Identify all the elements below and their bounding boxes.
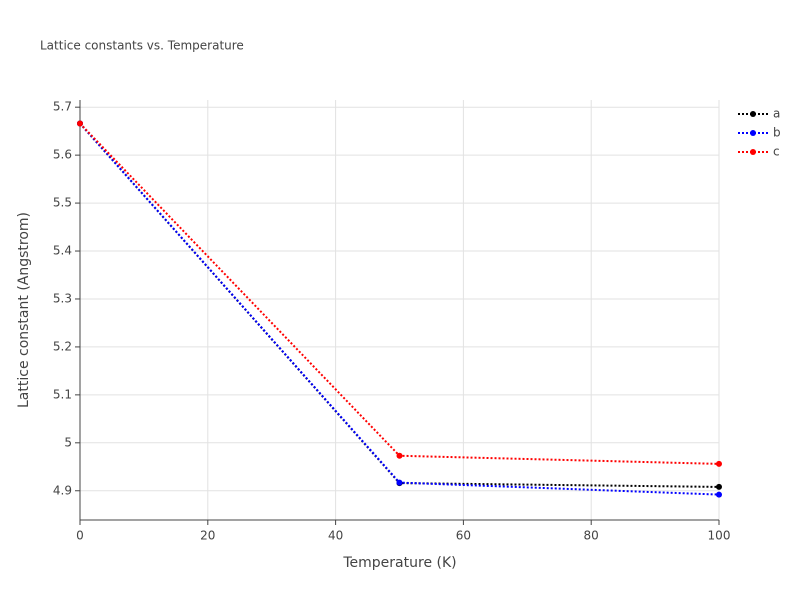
y-tick-label: 5.3 xyxy=(53,291,72,305)
legend-marker xyxy=(750,149,756,155)
y-tick-label: 5.5 xyxy=(53,196,72,210)
y-tick-label: 5.6 xyxy=(53,148,72,162)
x-tick-label: 60 xyxy=(456,529,471,543)
legend-marker xyxy=(750,130,756,136)
series-line xyxy=(79,122,720,465)
data-point xyxy=(396,452,403,459)
chart-title: Lattice constants vs. Temperature xyxy=(40,39,244,53)
data-point xyxy=(716,491,722,498)
legend-label: b xyxy=(773,126,781,140)
y-tick-label: 5 xyxy=(64,435,72,449)
legend-marker xyxy=(750,111,756,117)
legend-label: a xyxy=(773,107,780,121)
y-tick-label: 5.1 xyxy=(53,387,72,401)
series-line xyxy=(79,122,720,488)
x-tick-label: 20 xyxy=(200,529,215,543)
data-point xyxy=(716,483,722,490)
x-axis-title: Temperature (K) xyxy=(342,555,456,571)
y-tick-label: 5.7 xyxy=(53,100,72,114)
x-tick-label: 40 xyxy=(328,529,343,543)
legend-label: c xyxy=(773,145,780,159)
y-axis-title: Lattice constant (Angstrom) xyxy=(16,212,32,408)
data-point xyxy=(396,479,403,486)
series-line xyxy=(79,122,720,496)
x-tick-label: 80 xyxy=(584,529,599,543)
data-point xyxy=(716,460,722,467)
x-tick-label: 100 xyxy=(708,529,731,543)
y-tick-label: 5.2 xyxy=(53,339,72,353)
y-tick-label: 5.4 xyxy=(53,244,72,258)
data-point xyxy=(77,120,83,127)
x-tick-label: 0 xyxy=(76,529,84,543)
y-tick-label: 4.9 xyxy=(53,483,72,497)
